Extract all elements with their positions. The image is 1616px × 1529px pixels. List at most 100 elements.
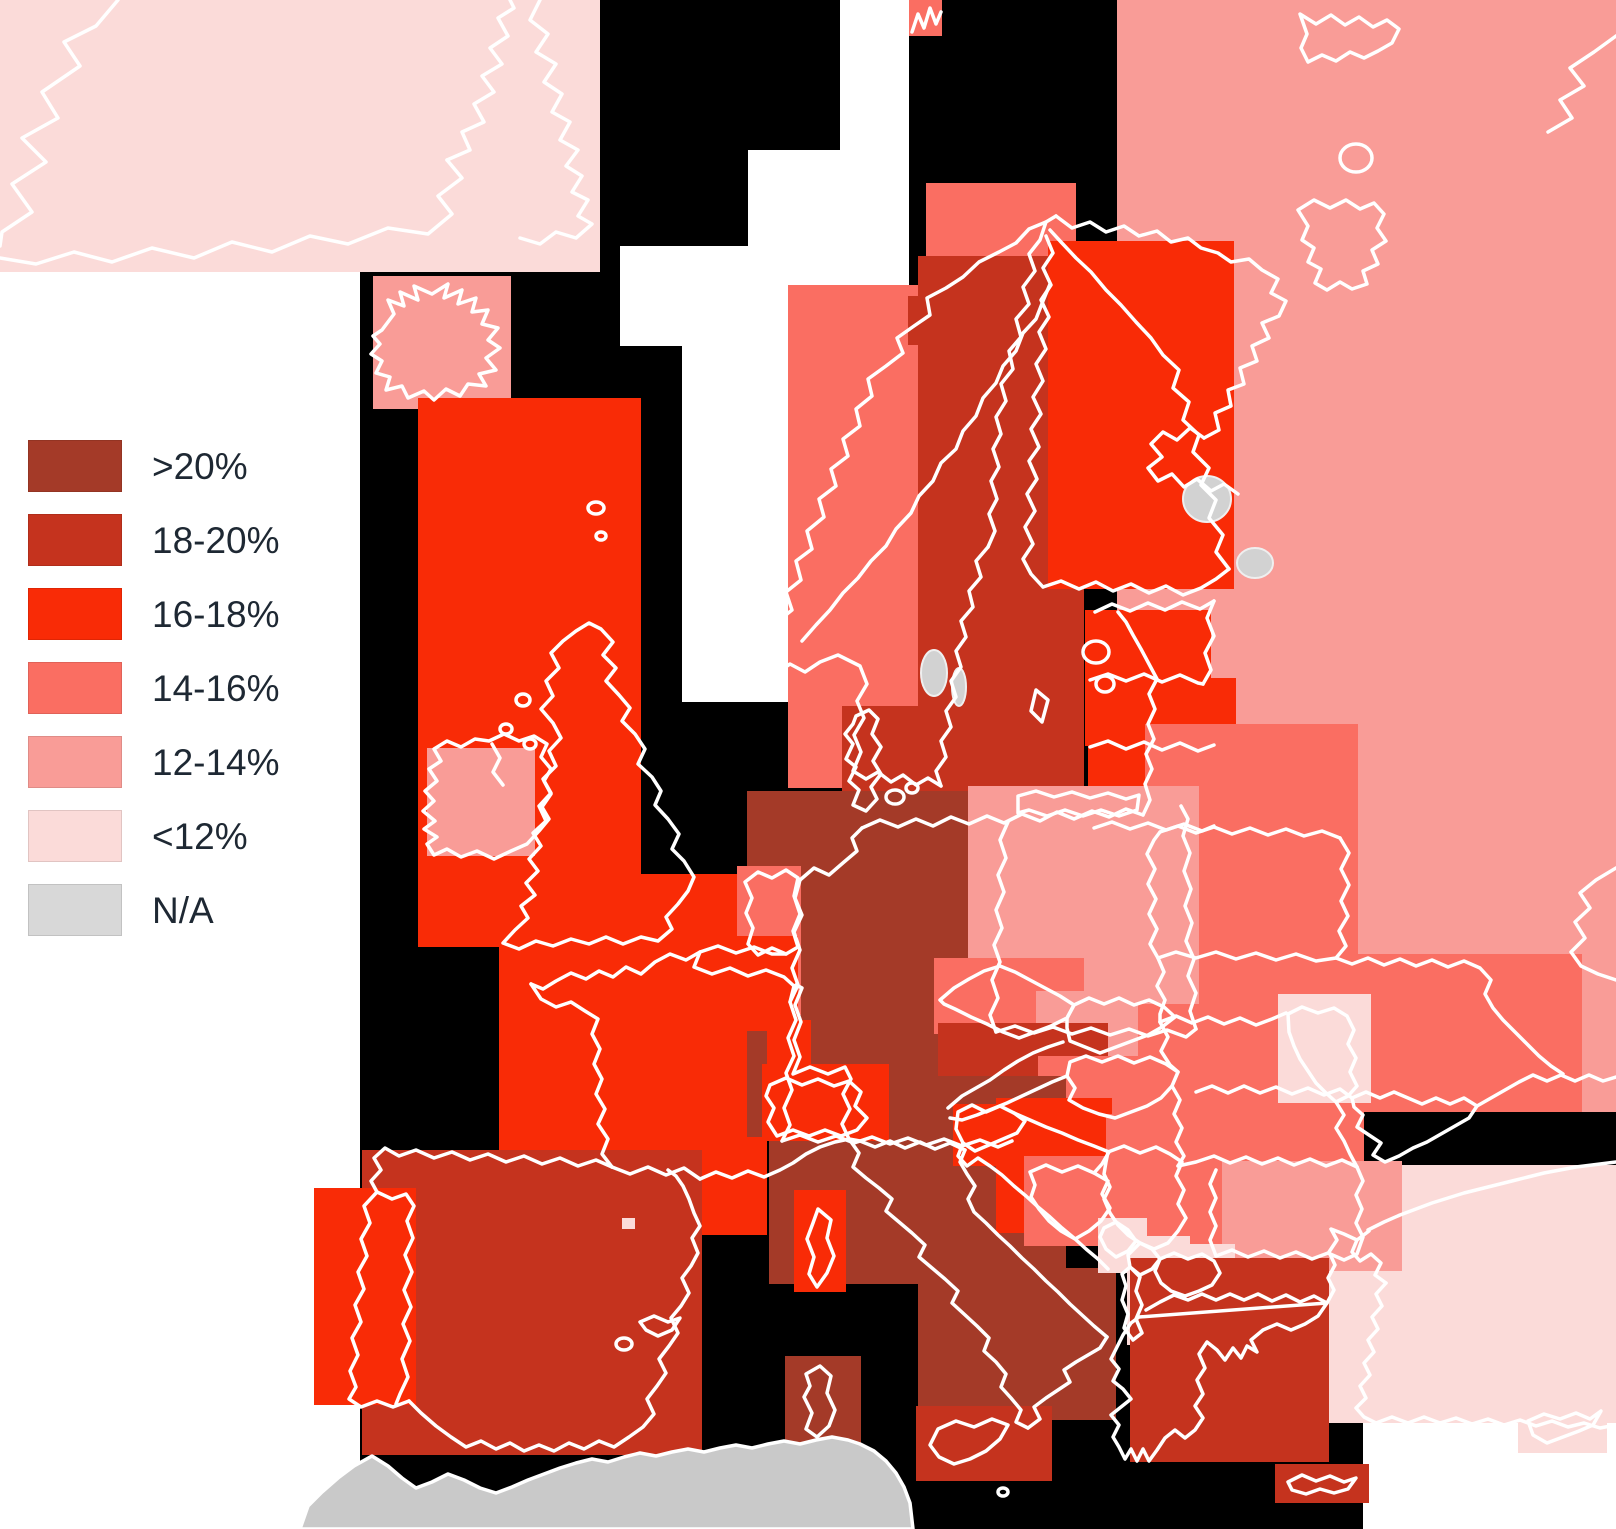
- coastline-greenland-fjords: [518, 0, 594, 246]
- border-greece-north: [1144, 1292, 1329, 1312]
- legend-label: 16-18%: [152, 593, 280, 635]
- coastline-kanin-peninsula: [1296, 198, 1388, 292]
- region-sicily-italy: [916, 1406, 1052, 1481]
- region-corsica-france: [794, 1190, 846, 1292]
- border-belgium: [692, 944, 796, 1004]
- lake-onega: [1236, 547, 1274, 579]
- border-romania-delta: [1334, 1100, 1359, 1169]
- region-united-kingdom: [418, 398, 641, 947]
- legend-color-swatch: [28, 440, 122, 492]
- coastline-gotland: [1029, 688, 1050, 724]
- coastline-corsica: [805, 1207, 836, 1289]
- coastline-estonia-north: [1093, 599, 1216, 614]
- coastline-kaliningrad: [1016, 789, 1141, 818]
- coastline-france-mediterranean: [698, 1137, 851, 1181]
- region-portugal: [314, 1188, 416, 1405]
- coastline-cyprus: [1526, 1409, 1603, 1445]
- lake-vanern: [920, 649, 948, 697]
- border-northern-ireland: [490, 742, 505, 787]
- coastline-sicily: [928, 1417, 1010, 1466]
- region-greece: [1130, 1258, 1329, 1462]
- border-lithuania-belarus: [1092, 820, 1216, 833]
- border-romania-west: [1158, 1020, 1186, 1168]
- coastline-turkey-mediterranean: [1374, 1415, 1616, 1430]
- border-italy-north: [847, 1137, 967, 1152]
- legend: >20% 18-20% 16-18% 14-16% 12-14% <12% N/A: [28, 440, 280, 936]
- border-serbia: [1102, 1144, 1188, 1251]
- coastline-sweden-east: [934, 545, 990, 788]
- legend-label: >20%: [152, 445, 248, 487]
- legend-color-swatch: [28, 736, 122, 788]
- border-bosnia: [1028, 1163, 1112, 1241]
- coastline-iberia-north: [369, 1146, 614, 1194]
- coastline-white-sea: [1146, 426, 1240, 496]
- coastline-svalbard: [910, 6, 943, 34]
- coastline-finland-west: [1021, 234, 1055, 589]
- coastline-finland-south: [1041, 567, 1231, 597]
- legend-label: N/A: [152, 889, 214, 931]
- coastline-netherlands: [743, 868, 802, 957]
- border-caspian-area: [1569, 866, 1616, 982]
- coastline-orkney: [586, 500, 606, 516]
- coastline-sardinia: [802, 1364, 837, 1439]
- border-belarus-north: [1158, 824, 1342, 840]
- coastline-malta: [996, 1486, 1010, 1498]
- coastline-greenland-east: [445, 0, 516, 162]
- border-belarus-south: [1145, 830, 1351, 963]
- coastline-spain-south: [407, 1168, 702, 1453]
- region-ireland: [427, 748, 535, 856]
- legend-label: <12%: [152, 815, 248, 857]
- legend-color-swatch: [28, 662, 122, 714]
- north-africa-landmass: [298, 1435, 915, 1529]
- coastline-ukraine-blacksea: [1194, 1084, 1354, 1100]
- border-kosovo: [1126, 1241, 1162, 1277]
- outside-area-north-sea-column: [682, 318, 788, 702]
- border-ukraine-west: [1155, 956, 1167, 1024]
- coastline-outlines: [0, 0, 1616, 1498]
- legend-item-20: >20%: [28, 440, 280, 492]
- coastline-italy-west: [847, 1137, 1030, 1430]
- coastline-ibiza: [614, 1336, 634, 1352]
- legend-label: 18-20%: [152, 519, 280, 561]
- region-greenland: [0, 0, 600, 272]
- coastline-funen: [904, 781, 920, 795]
- coastline-italy-adriatic: [958, 1148, 1109, 1339]
- coastline-kola: [1054, 214, 1288, 440]
- legend-item-na: N/A: [28, 884, 280, 936]
- coastline-zealand: [884, 788, 906, 806]
- border-ukraine-russia: [1334, 956, 1565, 1076]
- coastline-croatia: [956, 1141, 1110, 1271]
- coastline-hebrides-1: [514, 692, 532, 708]
- coastline-mallorca: [638, 1314, 682, 1338]
- coastline-turkey-marmara: [1325, 1227, 1388, 1305]
- border-croatia-hungary: [1012, 1111, 1111, 1175]
- legend-item-1416: 14-16%: [28, 662, 280, 714]
- coastline-arctic-russia: [1298, 12, 1401, 64]
- border-slovakia: [1065, 996, 1177, 1055]
- border-romania-north: [1158, 1011, 1288, 1027]
- coastline-crete: [1286, 1473, 1358, 1496]
- border-switzerland: [764, 1076, 869, 1138]
- coastline-turkey-aegean: [1354, 1281, 1388, 1425]
- coastline-baltic-south: [860, 807, 1145, 830]
- legend-item-1214: 12-14%: [28, 736, 280, 788]
- border-hungary: [1065, 1054, 1180, 1120]
- coastline-turkey-blacksea: [1366, 1160, 1616, 1232]
- coastline-great-britain: [501, 621, 696, 951]
- border-poland-west: [988, 820, 1010, 1034]
- coastline-kolguyev-island: [1338, 142, 1374, 174]
- region-finland: [1048, 241, 1234, 589]
- coastline-norway-atlantic: [764, 214, 1058, 690]
- region-estonia: [1085, 610, 1211, 682]
- region-andorra: [622, 1218, 635, 1229]
- coastline-baltic-east: [1116, 610, 1159, 817]
- border-pyrenees: [610, 1165, 702, 1181]
- border-sweden-finland: [986, 220, 1048, 549]
- legend-item-1820: 18-20%: [28, 514, 280, 566]
- legend-color-swatch: [28, 514, 122, 566]
- coastline-italy-ionian: [1026, 1335, 1109, 1430]
- coastline-greenland-south: [0, 158, 464, 266]
